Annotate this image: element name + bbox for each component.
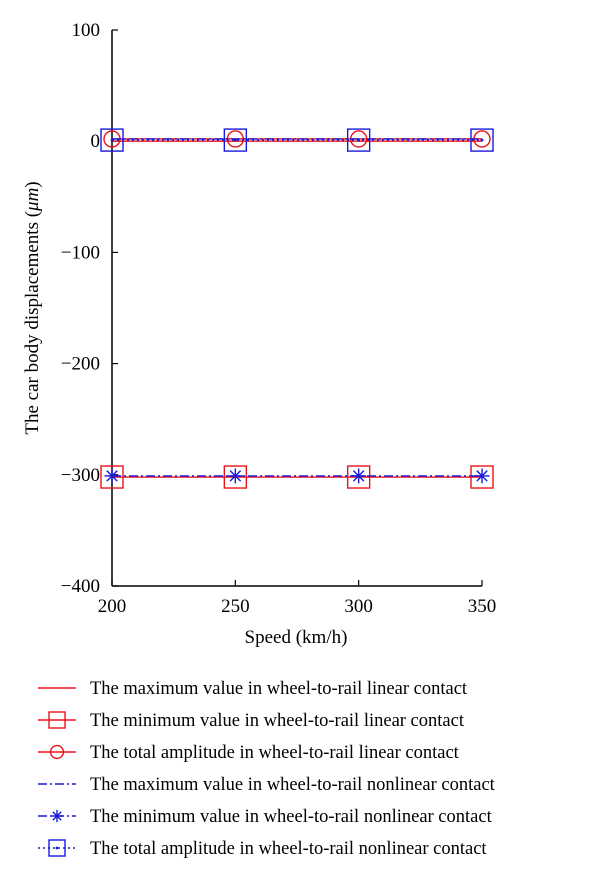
dotted-square-center bbox=[110, 138, 114, 142]
legend-label: The minimum value in wheel-to-rail linea… bbox=[90, 711, 465, 731]
legend-item: The minimum value in wheel-to-rail linea… bbox=[38, 711, 465, 731]
y-axis-label: The car body displacements (μm) bbox=[22, 181, 43, 434]
y-tick-label: −400 bbox=[61, 576, 100, 597]
asterisk-marker bbox=[351, 468, 367, 484]
dotted-square-marker bbox=[470, 128, 494, 152]
y-tick-label: −300 bbox=[61, 465, 100, 486]
legend-label: The maximum value in wheel-to-rail linea… bbox=[90, 679, 468, 699]
asterisk-stroke bbox=[106, 470, 118, 482]
legend-item: The total amplitude in wheel-to-rail non… bbox=[38, 839, 487, 859]
axes bbox=[111, 30, 482, 587]
y-ticks: 100 0 −100 −200 −300 −400 bbox=[61, 20, 118, 597]
dotted-square-marker bbox=[48, 839, 66, 857]
plot-series bbox=[100, 128, 494, 489]
asterisk-marker bbox=[104, 468, 120, 484]
y-tick-label: 0 bbox=[91, 131, 101, 152]
y-tick-label: −200 bbox=[61, 354, 100, 375]
dotted-square-marker bbox=[346, 128, 371, 152]
asterisk-stroke bbox=[52, 811, 62, 821]
x-ticks: 200 250 300 350 bbox=[98, 580, 497, 617]
x-tick-label: 250 bbox=[221, 596, 250, 617]
x-tick-label: 300 bbox=[344, 596, 373, 617]
legend-item: The minimum value in wheel-to-rail nonli… bbox=[38, 807, 493, 827]
legend-label: The total amplitude in wheel-to-rail non… bbox=[90, 839, 487, 859]
legend-label: The total amplitude in wheel-to-rail lin… bbox=[90, 743, 460, 763]
square-marker bbox=[470, 465, 494, 489]
dotted-square-marker bbox=[223, 128, 248, 152]
legend-item: The maximum value in wheel-to-rail linea… bbox=[38, 679, 468, 699]
asterisk-marker bbox=[227, 468, 243, 484]
legend-item: The total amplitude in wheel-to-rail lin… bbox=[38, 743, 460, 763]
dotted-square-center bbox=[233, 138, 237, 142]
y-axis-label-unit: μm bbox=[22, 188, 43, 212]
square-marker bbox=[223, 465, 248, 489]
x-tick-label: 350 bbox=[468, 596, 497, 617]
y-tick-label: −100 bbox=[61, 242, 100, 263]
legend-label: The minimum value in wheel-to-rail nonli… bbox=[90, 807, 493, 827]
asterisk-marker bbox=[51, 810, 63, 822]
dotted-square-center bbox=[480, 138, 484, 142]
asterisk-stroke bbox=[352, 470, 365, 482]
series-3 bbox=[103, 130, 491, 148]
square-marker bbox=[100, 465, 124, 489]
square-marker bbox=[346, 465, 371, 489]
asterisk-stroke bbox=[229, 470, 242, 482]
asterisk-stroke bbox=[476, 470, 488, 482]
y-axis-label-suffix: ) bbox=[22, 181, 43, 187]
legend: The maximum value in wheel-to-rail linea… bbox=[38, 679, 496, 859]
dotted-square-center bbox=[55, 846, 59, 850]
square-marker bbox=[48, 711, 66, 729]
series-6 bbox=[100, 128, 494, 152]
x-axis-label: Speed (km/h) bbox=[245, 627, 348, 648]
y-tick-label: 100 bbox=[72, 20, 101, 41]
y-axis-label-prefix: The car body displacements ( bbox=[22, 211, 43, 435]
asterisk-marker bbox=[474, 468, 490, 484]
dotted-square-marker bbox=[100, 128, 124, 152]
x-tick-label: 200 bbox=[98, 596, 127, 617]
legend-label: The maximum value in wheel-to-rail nonli… bbox=[90, 775, 496, 795]
dotted-square-center bbox=[357, 138, 361, 142]
circle-marker bbox=[49, 744, 65, 760]
legend-item: The maximum value in wheel-to-rail nonli… bbox=[38, 775, 496, 795]
series-2 bbox=[100, 465, 494, 489]
series-5 bbox=[104, 468, 490, 484]
